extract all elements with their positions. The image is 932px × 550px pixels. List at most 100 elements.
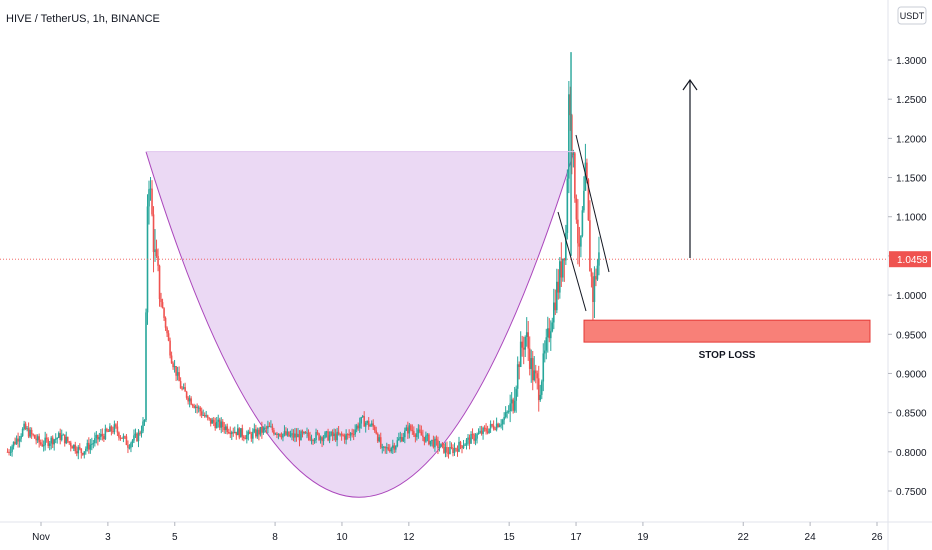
candle-body bbox=[256, 429, 259, 437]
candle-body bbox=[259, 426, 262, 435]
candle-body bbox=[115, 424, 117, 427]
candle-body bbox=[69, 442, 72, 447]
candle-body bbox=[116, 426, 119, 433]
candle-body bbox=[50, 437, 52, 444]
annotations: STOP LOSS bbox=[0, 78, 888, 361]
candles bbox=[6, 52, 600, 460]
candle-body bbox=[66, 436, 69, 442]
candle-body bbox=[82, 453, 84, 455]
chart-title: HIVE / TetherUS, 1h, BINANCE bbox=[6, 13, 160, 25]
candle-body bbox=[45, 437, 48, 440]
candle-body bbox=[471, 434, 474, 436]
candle-body bbox=[473, 434, 475, 441]
candle-body bbox=[525, 332, 528, 338]
candle-body bbox=[378, 437, 381, 442]
candle-body bbox=[393, 445, 396, 450]
candle-body bbox=[504, 412, 507, 417]
candle-body bbox=[391, 445, 394, 448]
candle-body bbox=[175, 365, 177, 376]
candle-body bbox=[515, 388, 517, 401]
candle-body bbox=[366, 420, 369, 423]
candle-body bbox=[42, 445, 45, 447]
candle-body bbox=[77, 447, 80, 454]
candle-body bbox=[530, 358, 533, 369]
candle-body bbox=[29, 429, 31, 437]
candle-body bbox=[571, 115, 573, 155]
candle-body bbox=[568, 94, 570, 179]
candle-body bbox=[131, 440, 134, 444]
candle-body bbox=[453, 448, 456, 454]
candle-body bbox=[130, 443, 132, 448]
candle-body bbox=[510, 399, 513, 404]
candle-body bbox=[404, 430, 406, 438]
candle-body bbox=[158, 265, 161, 299]
candle-body bbox=[462, 445, 465, 449]
candle-body bbox=[516, 364, 519, 389]
candle-body bbox=[423, 436, 426, 442]
candle-body bbox=[164, 317, 167, 328]
candle-body bbox=[149, 188, 152, 190]
candle-body bbox=[468, 437, 471, 444]
candle-body bbox=[373, 426, 376, 431]
candle-body bbox=[322, 437, 325, 442]
y-tick-label: 0.8500 bbox=[896, 409, 927, 420]
candle-body bbox=[318, 433, 320, 440]
candle-body bbox=[307, 432, 310, 437]
candle-body bbox=[456, 449, 459, 452]
candle-body bbox=[166, 327, 168, 334]
candle-body bbox=[375, 430, 378, 434]
candle-body bbox=[474, 438, 477, 441]
candle-body bbox=[313, 439, 316, 442]
candle-body bbox=[434, 438, 436, 448]
candle-body bbox=[267, 425, 269, 429]
candle-body bbox=[527, 332, 530, 349]
candle-body bbox=[315, 432, 317, 440]
candle-body bbox=[482, 427, 484, 434]
candle-body bbox=[258, 429, 260, 435]
candle-body bbox=[500, 424, 502, 426]
candle-body bbox=[300, 431, 302, 441]
candle-body bbox=[388, 449, 391, 452]
candle-body bbox=[542, 353, 545, 382]
candle-body bbox=[188, 398, 191, 402]
candle-body bbox=[243, 436, 245, 439]
candle-body bbox=[509, 403, 511, 412]
candle-body bbox=[191, 404, 194, 406]
candle-body bbox=[522, 347, 525, 350]
candle-body bbox=[48, 443, 51, 446]
candle-body bbox=[486, 431, 489, 433]
candle-body bbox=[548, 328, 551, 339]
candle-body bbox=[206, 415, 209, 418]
y-tick-label: 0.9500 bbox=[896, 330, 927, 341]
candle-body bbox=[200, 411, 203, 416]
candle-body bbox=[343, 435, 346, 440]
candle-body bbox=[121, 437, 123, 439]
candle-body bbox=[325, 431, 328, 433]
candle-body bbox=[330, 431, 332, 436]
candle-body bbox=[91, 443, 93, 445]
currency-badge[interactable] bbox=[897, 6, 927, 25]
candle-body bbox=[227, 432, 230, 434]
candle-body bbox=[497, 423, 499, 427]
candle-body bbox=[596, 265, 599, 280]
candle-body bbox=[160, 298, 162, 303]
y-tick-label: 1.0000 bbox=[896, 291, 927, 302]
candle-body bbox=[199, 407, 201, 412]
candle-body bbox=[250, 433, 253, 439]
candle-body bbox=[71, 446, 74, 449]
plot-area bbox=[6, 52, 600, 498]
candle-body bbox=[6, 451, 9, 453]
candle-body bbox=[196, 406, 198, 408]
candle-body bbox=[458, 441, 460, 452]
y-tick-label: 0.9000 bbox=[896, 369, 927, 380]
candle-body bbox=[537, 378, 540, 401]
candle-body bbox=[246, 434, 248, 440]
candle-body bbox=[33, 435, 36, 439]
y-tick-label: 1.2500 bbox=[896, 95, 927, 106]
candle-body bbox=[122, 436, 125, 439]
candle-body bbox=[385, 447, 388, 449]
candle-body bbox=[44, 437, 46, 446]
candle-body bbox=[310, 439, 313, 441]
candle-body bbox=[221, 421, 224, 428]
candle-body bbox=[124, 436, 126, 438]
